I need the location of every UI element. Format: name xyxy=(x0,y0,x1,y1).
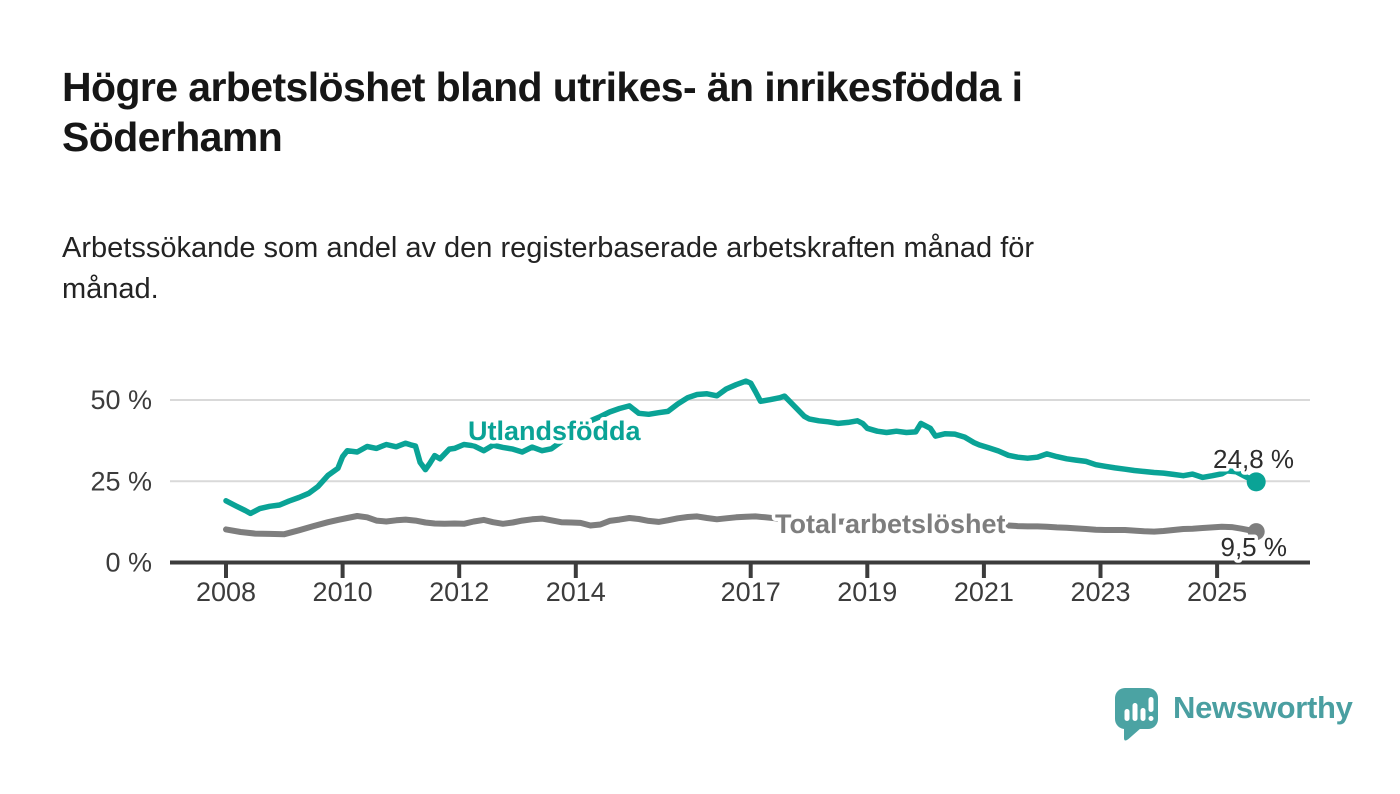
end-dot-total xyxy=(1247,523,1265,541)
series-lines xyxy=(223,378,1260,538)
x-tick-label-2010: 2010 xyxy=(313,577,373,607)
end-dot-utlandsfodda xyxy=(1246,472,1266,492)
x-tick-label-2017: 2017 xyxy=(721,577,781,607)
logo-exclamation-dot xyxy=(1148,716,1154,721)
x-tick-label-2025: 2025 xyxy=(1187,577,1247,607)
chart-subtitle: Arbetssökande som andel av den registerb… xyxy=(62,228,1302,310)
x-tick-label-2019: 2019 xyxy=(837,577,897,607)
logo-exclamation-bar xyxy=(1148,697,1154,712)
logo-bar-1 xyxy=(1124,709,1130,721)
logo-bar-2 xyxy=(1132,703,1138,721)
y-tick-label-25: 25 % xyxy=(90,466,152,496)
page-title-line1: Högre arbetslöshet bland utrikes- än inr… xyxy=(62,64,1023,110)
page-title-line2: Söderhamn xyxy=(62,114,283,160)
x-axis-ticks xyxy=(224,562,1220,578)
series-label-utlandsfodda: Utlandsfödda xyxy=(468,416,641,446)
end-value-label-total: 9,5 % xyxy=(1221,532,1288,562)
page-title: Högre arbetslöshet bland utrikes- än inr… xyxy=(62,62,1302,162)
logo-bubble-tail xyxy=(1124,725,1141,741)
x-axis-labels: 2008 2010 2012 2014 2017 2019 2021 2023 2025 xyxy=(196,577,1247,607)
y-tick-label-50: 50 % xyxy=(90,385,152,415)
series-label-total-arbetsloshet: Total arbetslöshet xyxy=(775,509,1006,539)
newsworthy-logo-icon xyxy=(1115,688,1158,741)
x-tick-label-2008: 2008 xyxy=(196,577,256,607)
newsworthy-logo: Newsworthy xyxy=(1114,687,1353,743)
newsworthy-logo-text: Newsworthy xyxy=(1173,690,1353,725)
y-gridlines xyxy=(170,399,1310,483)
end-value-label-utlandsfodda: 24,8 % xyxy=(1213,444,1294,474)
logo-bar-3 xyxy=(1140,708,1146,721)
x-tick-label-2014: 2014 xyxy=(546,577,606,607)
chart-subtitle-line1: Arbetssökande som andel av den registerb… xyxy=(62,232,1035,264)
x-tick-label-2012: 2012 xyxy=(429,577,489,607)
y-axis-labels: 0 % 25 % 50 % xyxy=(90,385,152,578)
x-tick-label-2023: 2023 xyxy=(1070,577,1130,607)
series-line-total xyxy=(223,513,1260,538)
chart-subtitle-line2: månad. xyxy=(62,273,159,305)
y-tick-label-0: 0 % xyxy=(105,548,152,578)
series-end-dots xyxy=(1246,472,1266,541)
series-line-utlandsfodda xyxy=(223,378,1259,517)
x-tick-label-2021: 2021 xyxy=(954,577,1014,607)
